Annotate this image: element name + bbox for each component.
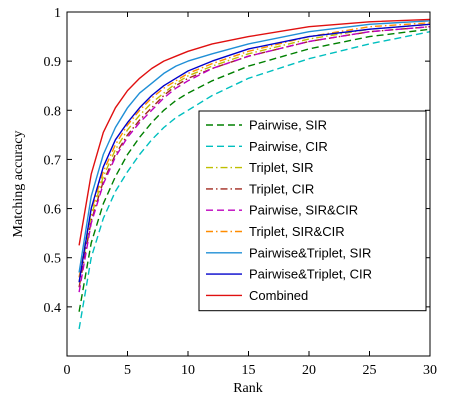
y-tick-label: 1 [54,6,61,21]
legend-label: Pairwise, SIR&CIR [249,203,358,218]
series-line-3 [78,23,431,283]
series-line-5 [78,26,431,293]
x-tick-label: 20 [302,363,316,378]
y-tick-label: 0.7 [44,153,62,168]
y-tick-label: 0.4 [44,301,62,316]
legend-box [198,110,427,312]
legend-label: Triplet, SIR&CIR [249,224,345,239]
y-axis-label: Matching accuracy [11,131,26,238]
legend-label: Pairwise&Triplet, SIR [249,245,371,260]
x-tick-label: 15 [242,363,256,378]
x-tick-label: 5 [124,363,131,378]
y-tick-label: 0.5 [44,252,62,267]
legend-label: Triplet, CIR [249,181,314,196]
series-line-8 [78,23,431,283]
legend-label: Triplet, SIR [249,160,314,175]
x-tick-label: 30 [423,363,437,378]
x-axis-label: Rank [233,381,263,396]
x-tick-label: 25 [363,363,377,378]
y-tick-label: 0.8 [44,104,62,119]
x-tick-label: 0 [64,363,71,378]
series-line-7 [78,20,431,273]
series-line-2 [78,31,431,330]
y-tick-label: 0.6 [44,203,62,218]
x-tick-label: 10 [181,363,195,378]
legend-label: Combined [249,288,308,303]
y-tick-label: 0.9 [44,55,62,70]
series-line-9 [78,18,431,246]
legend-label: Pairwise, SIR [249,118,327,133]
series-line-1 [78,28,431,312]
series-line-6 [78,22,431,278]
legend-label: Pairwise&Triplet, CIR [249,267,372,282]
legend-label: Pairwise, CIR [249,139,328,154]
